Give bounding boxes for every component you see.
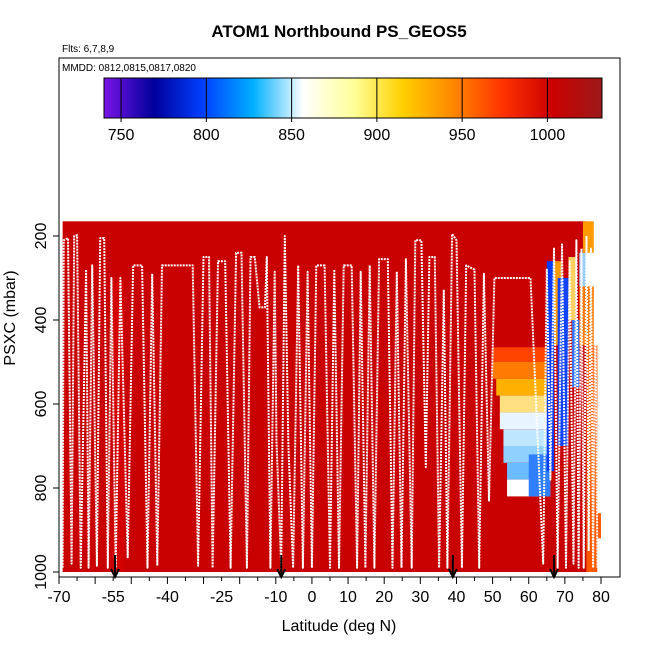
colorbar-tick-label: 950 — [449, 127, 476, 144]
x-tick-label: 10 — [339, 589, 357, 606]
heatmap-cell — [546, 261, 555, 472]
x-tick-label: 70 — [556, 589, 574, 606]
x-tick-label: 80 — [592, 589, 610, 606]
y-tick-label: 800 — [33, 475, 50, 502]
heatmap-cell — [492, 362, 551, 379]
heatmap-cell — [582, 221, 594, 253]
x-tick-label: -70 — [47, 589, 70, 606]
x-tick-label: 50 — [484, 589, 502, 606]
heatmap-cell — [568, 257, 576, 320]
x-tick-label: 0 — [307, 589, 316, 606]
y-axis-title: PSXC (mbar) — [2, 270, 19, 365]
x-tick-label: 30 — [411, 589, 429, 606]
axes: -70 -55 -40 -25 -10 0 10 20 30 40 50 60 70 80 200 400 60… — [33, 223, 620, 606]
heatmap-cell — [113, 282, 125, 572]
x-tick-label: 60 — [520, 589, 538, 606]
y-tick-label: 200 — [33, 223, 50, 250]
colorbar-tick-label: 900 — [364, 127, 391, 144]
flight-track-line — [61, 232, 599, 569]
y-tick-label: 400 — [33, 307, 50, 334]
colorbar-tick-label: 750 — [108, 127, 135, 144]
flight-track — [61, 232, 599, 569]
y-tick-label: 600 — [33, 391, 50, 418]
dates-annotation: MMDD: 0812,0815,0817,0820 — [62, 63, 196, 74]
x-tick-label: -10 — [264, 589, 287, 606]
heatmap-cell — [579, 252, 587, 287]
x-axis-title: Latitude (deg N) — [282, 618, 397, 635]
heatmap-cell — [496, 378, 551, 396]
heatmap-cell — [499, 412, 551, 430]
chart-title: ATOM1 Northbound PS_GEOS5 — [211, 22, 466, 41]
x-tick-label: -25 — [210, 589, 233, 606]
heatmap-cell — [503, 429, 551, 446]
colorbar-gradient — [103, 77, 603, 119]
flights-annotation: Flts: 6,7,8,9 — [62, 44, 115, 55]
x-tick-label: 40 — [448, 589, 466, 606]
heatmap-cell — [492, 347, 551, 362]
colorbar-tick-label: 800 — [193, 127, 220, 144]
colorbar-tick-label: 1000 — [530, 127, 566, 144]
x-tick-label: 20 — [375, 589, 393, 606]
colorbar-tick-label: 850 — [278, 127, 305, 144]
y-tick-label: 1000 — [33, 554, 50, 590]
heatmap-cell — [499, 395, 551, 413]
x-tick-label: -40 — [156, 589, 179, 606]
colorbar: 750 800 850 900 950 1000 — [103, 77, 603, 144]
x-tick-label: -55 — [102, 589, 125, 606]
